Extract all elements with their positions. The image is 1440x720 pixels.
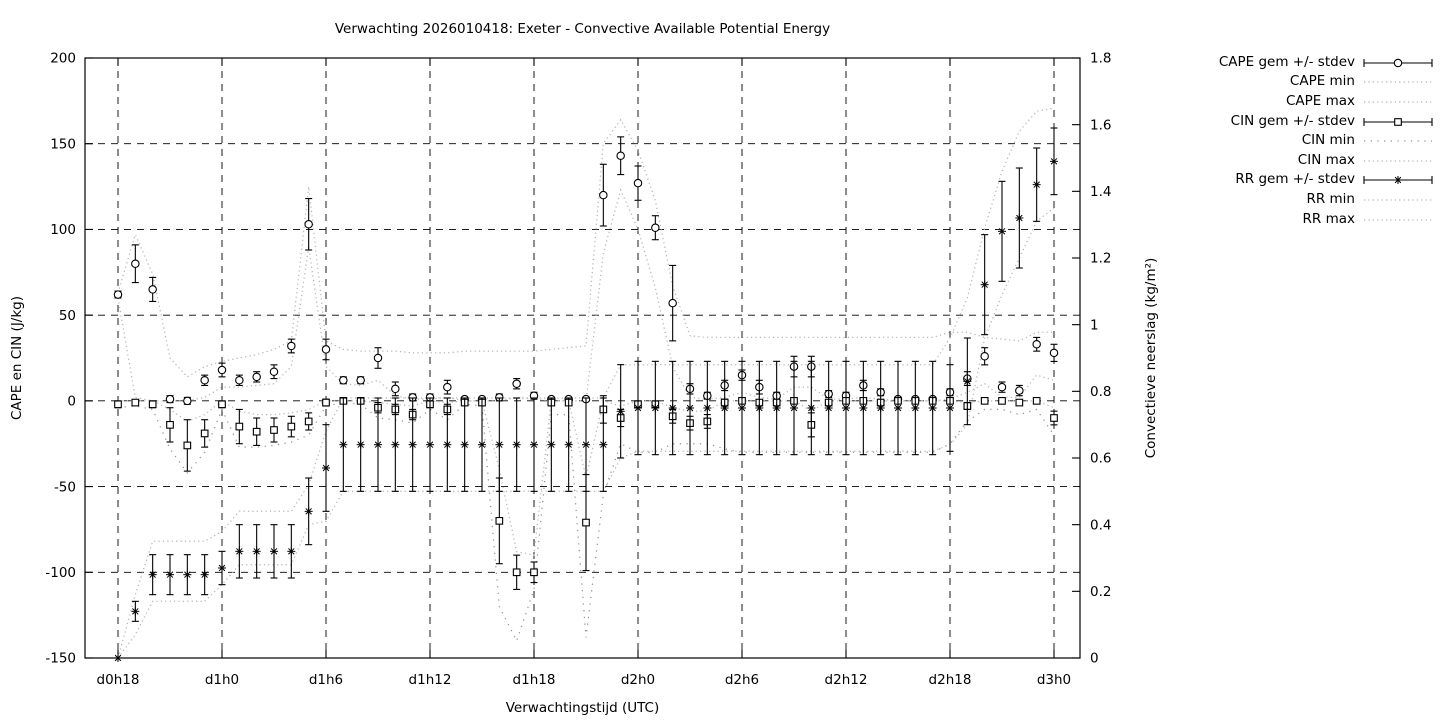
legend-sample-cape-mean [1362,55,1434,69]
legend-sample-rr-max [1362,212,1434,226]
legend-item: CAPE gem +/- stdev [1219,52,1434,72]
left-tick-label: 100 [50,222,76,238]
legend-item: RR gem +/- stdev [1219,170,1434,190]
left-tick-label: 50 [59,308,76,324]
legend-item: CAPE min [1219,72,1434,92]
x-tick-label: d2h12 [825,672,868,688]
legend-item: CIN max [1219,150,1434,170]
legend-sample-cin-max [1362,153,1434,167]
right-tick-label: 0.2 [1090,584,1111,600]
x-tick-label: d2h6 [725,672,759,688]
x-tick-label: d3h0 [1037,672,1071,688]
right-axis-label: Convectieve neerslag (kg/m²) [1143,257,1159,459]
legend-sample-rr-mean [1362,172,1434,186]
left-axis-label: CAPE en CIN (J/kg) [9,295,25,421]
x-tick-label: d2h0 [621,672,655,688]
envelope-cape-max [117,118,1054,378]
legend-label: CIN min [1301,132,1355,149]
envelope-curves [117,107,1055,659]
left-tick-label: -100 [45,565,76,581]
legend-item: CAPE max [1219,91,1434,111]
legend-label: CAPE max [1285,92,1355,109]
right-tick-label: 1.2 [1090,251,1111,267]
x-tick-label: d1h0 [205,672,239,688]
legend-item: CIN gem +/- stdev [1219,111,1434,131]
legend-label: RR max [1302,210,1355,227]
envelope-cin-min [117,401,1055,643]
legend-label: RR min [1306,190,1355,207]
x-tick-label: d1h12 [409,672,452,688]
right-tick-label: 1.6 [1090,117,1111,133]
right-tick-label: 1.8 [1090,51,1111,67]
legend-item: RR max [1219,209,1434,229]
envelope-cape-min [117,188,1055,402]
right-tick-label: 1.4 [1090,184,1111,200]
legend-label: CAPE gem +/- stdev [1218,53,1355,70]
right-tick-label: 1 [1090,317,1099,333]
legend-item: CIN min [1219,130,1434,150]
left-tick-label: -50 [54,479,76,495]
grid [85,58,1080,658]
left-tick-label: 200 [50,51,76,67]
right-tick-label: 0.4 [1090,517,1111,533]
legend-sample-rr-min [1362,192,1434,206]
legend-sample-cape-min [1362,74,1434,88]
legend-sample-cin-mean [1362,114,1434,128]
x-tick-label: d2h18 [929,672,972,688]
chart-title: Verwachting 2026010418: Exeter - Convect… [334,21,831,37]
legend-label: CIN max [1297,151,1355,168]
legend-label: CAPE min [1289,73,1355,90]
right-tick-label: 0.6 [1090,451,1111,467]
legend: CAPE gem +/- stdev CAPE min CAPE max CIN… [1219,52,1434,228]
x-axis-label: Verwachtingstijd (UTC) [505,700,660,716]
legend-sample-cape-max [1362,94,1434,108]
legend-item: RR min [1219,189,1434,209]
envelope-rr-max [117,107,1055,659]
legend-sample-cin-min [1362,133,1434,147]
legend-label: RR gem +/- stdev [1235,171,1355,188]
plot-border-and-ticks: -150 -100 -50 0 50 100 150 200 0 0.2 0.4 0.6 0.8 1 1.2… [45,51,1111,688]
legend-label: CIN gem +/- stdev [1230,112,1355,129]
left-tick-label: 150 [50,136,76,152]
right-tick-label: 0 [1090,651,1099,667]
left-tick-label: 0 [67,394,76,410]
series-rr-gem---stdev [114,127,1058,662]
left-tick-label: -150 [45,651,76,667]
x-tick-label: d1h6 [309,672,343,688]
x-tick-label: d1h18 [513,672,556,688]
right-tick-label: 0.8 [1090,384,1111,400]
x-tick-label: d0h18 [97,672,140,688]
